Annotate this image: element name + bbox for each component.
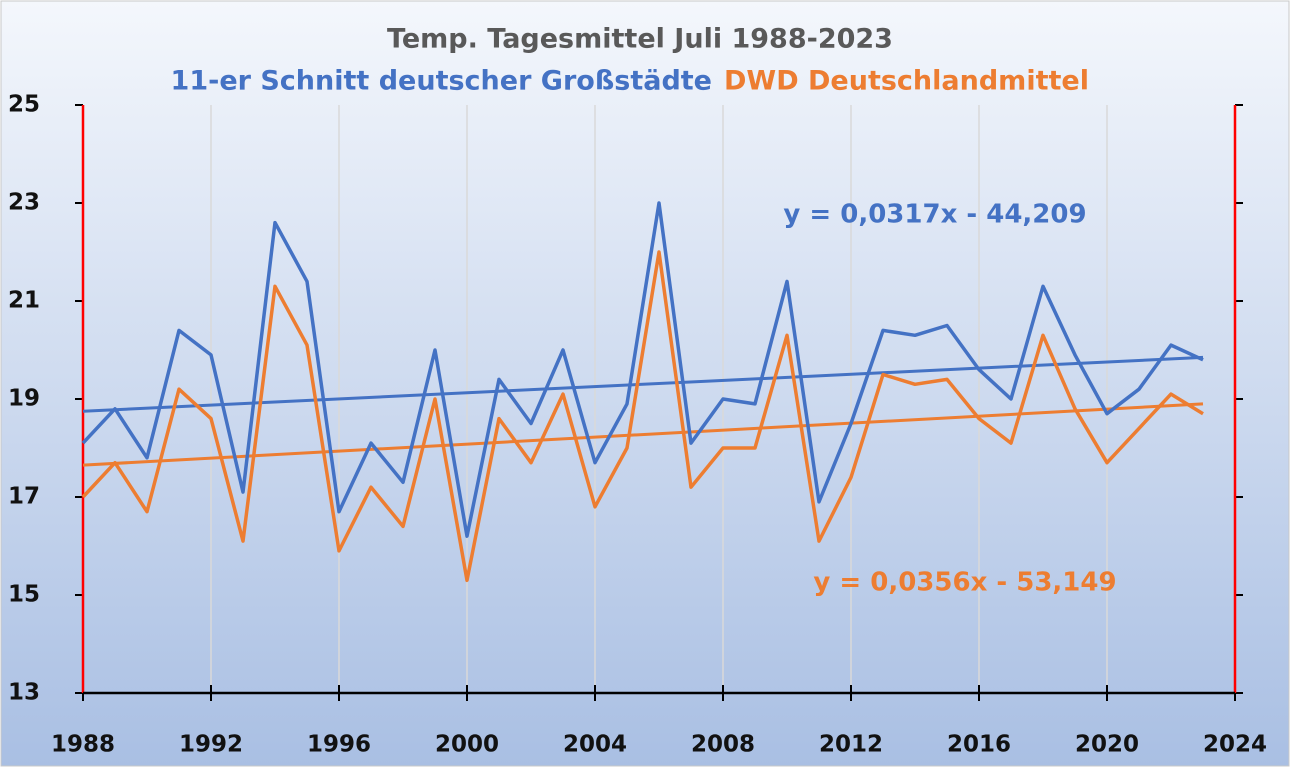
y-tick-label: 25 [8, 92, 40, 118]
x-tick-label: 1996 [307, 732, 371, 758]
y-tick-label: 15 [8, 582, 40, 608]
trendline [82, 402, 1204, 467]
trendline [82, 355, 1204, 413]
x-tick-label: 1988 [51, 732, 115, 758]
x-tick-label: 2024 [1203, 732, 1267, 758]
legend-entry: 11-er Schnitt deutscher Großstädte [171, 66, 712, 97]
x-tick-label: 2020 [1075, 732, 1139, 758]
y-tick-label: 23 [8, 190, 40, 216]
series-line [81, 201, 1204, 538]
x-tick-label: 2012 [819, 732, 883, 758]
x-tick-label: 2016 [947, 732, 1011, 758]
y-tick-label: 21 [8, 288, 40, 314]
y-tick-label: 19 [8, 386, 40, 412]
trend-equation: y = 0,0356x - 53,149 [813, 568, 1116, 598]
x-tick-label: 2000 [435, 732, 499, 758]
trend-equation: y = 0,0317x - 44,209 [783, 200, 1086, 230]
x-tick-label: 2004 [563, 732, 627, 758]
series-line [81, 250, 1204, 583]
y-tick-label: 13 [8, 680, 40, 706]
legend-entry: DWD Deutschlandmittel [724, 66, 1089, 97]
x-tick-label: 2008 [691, 732, 755, 758]
x-tick-label: 1992 [179, 732, 243, 758]
chart-title: Temp. Tagesmittel Juli 1988-2023 [387, 24, 893, 55]
y-tick-label: 17 [8, 484, 40, 510]
